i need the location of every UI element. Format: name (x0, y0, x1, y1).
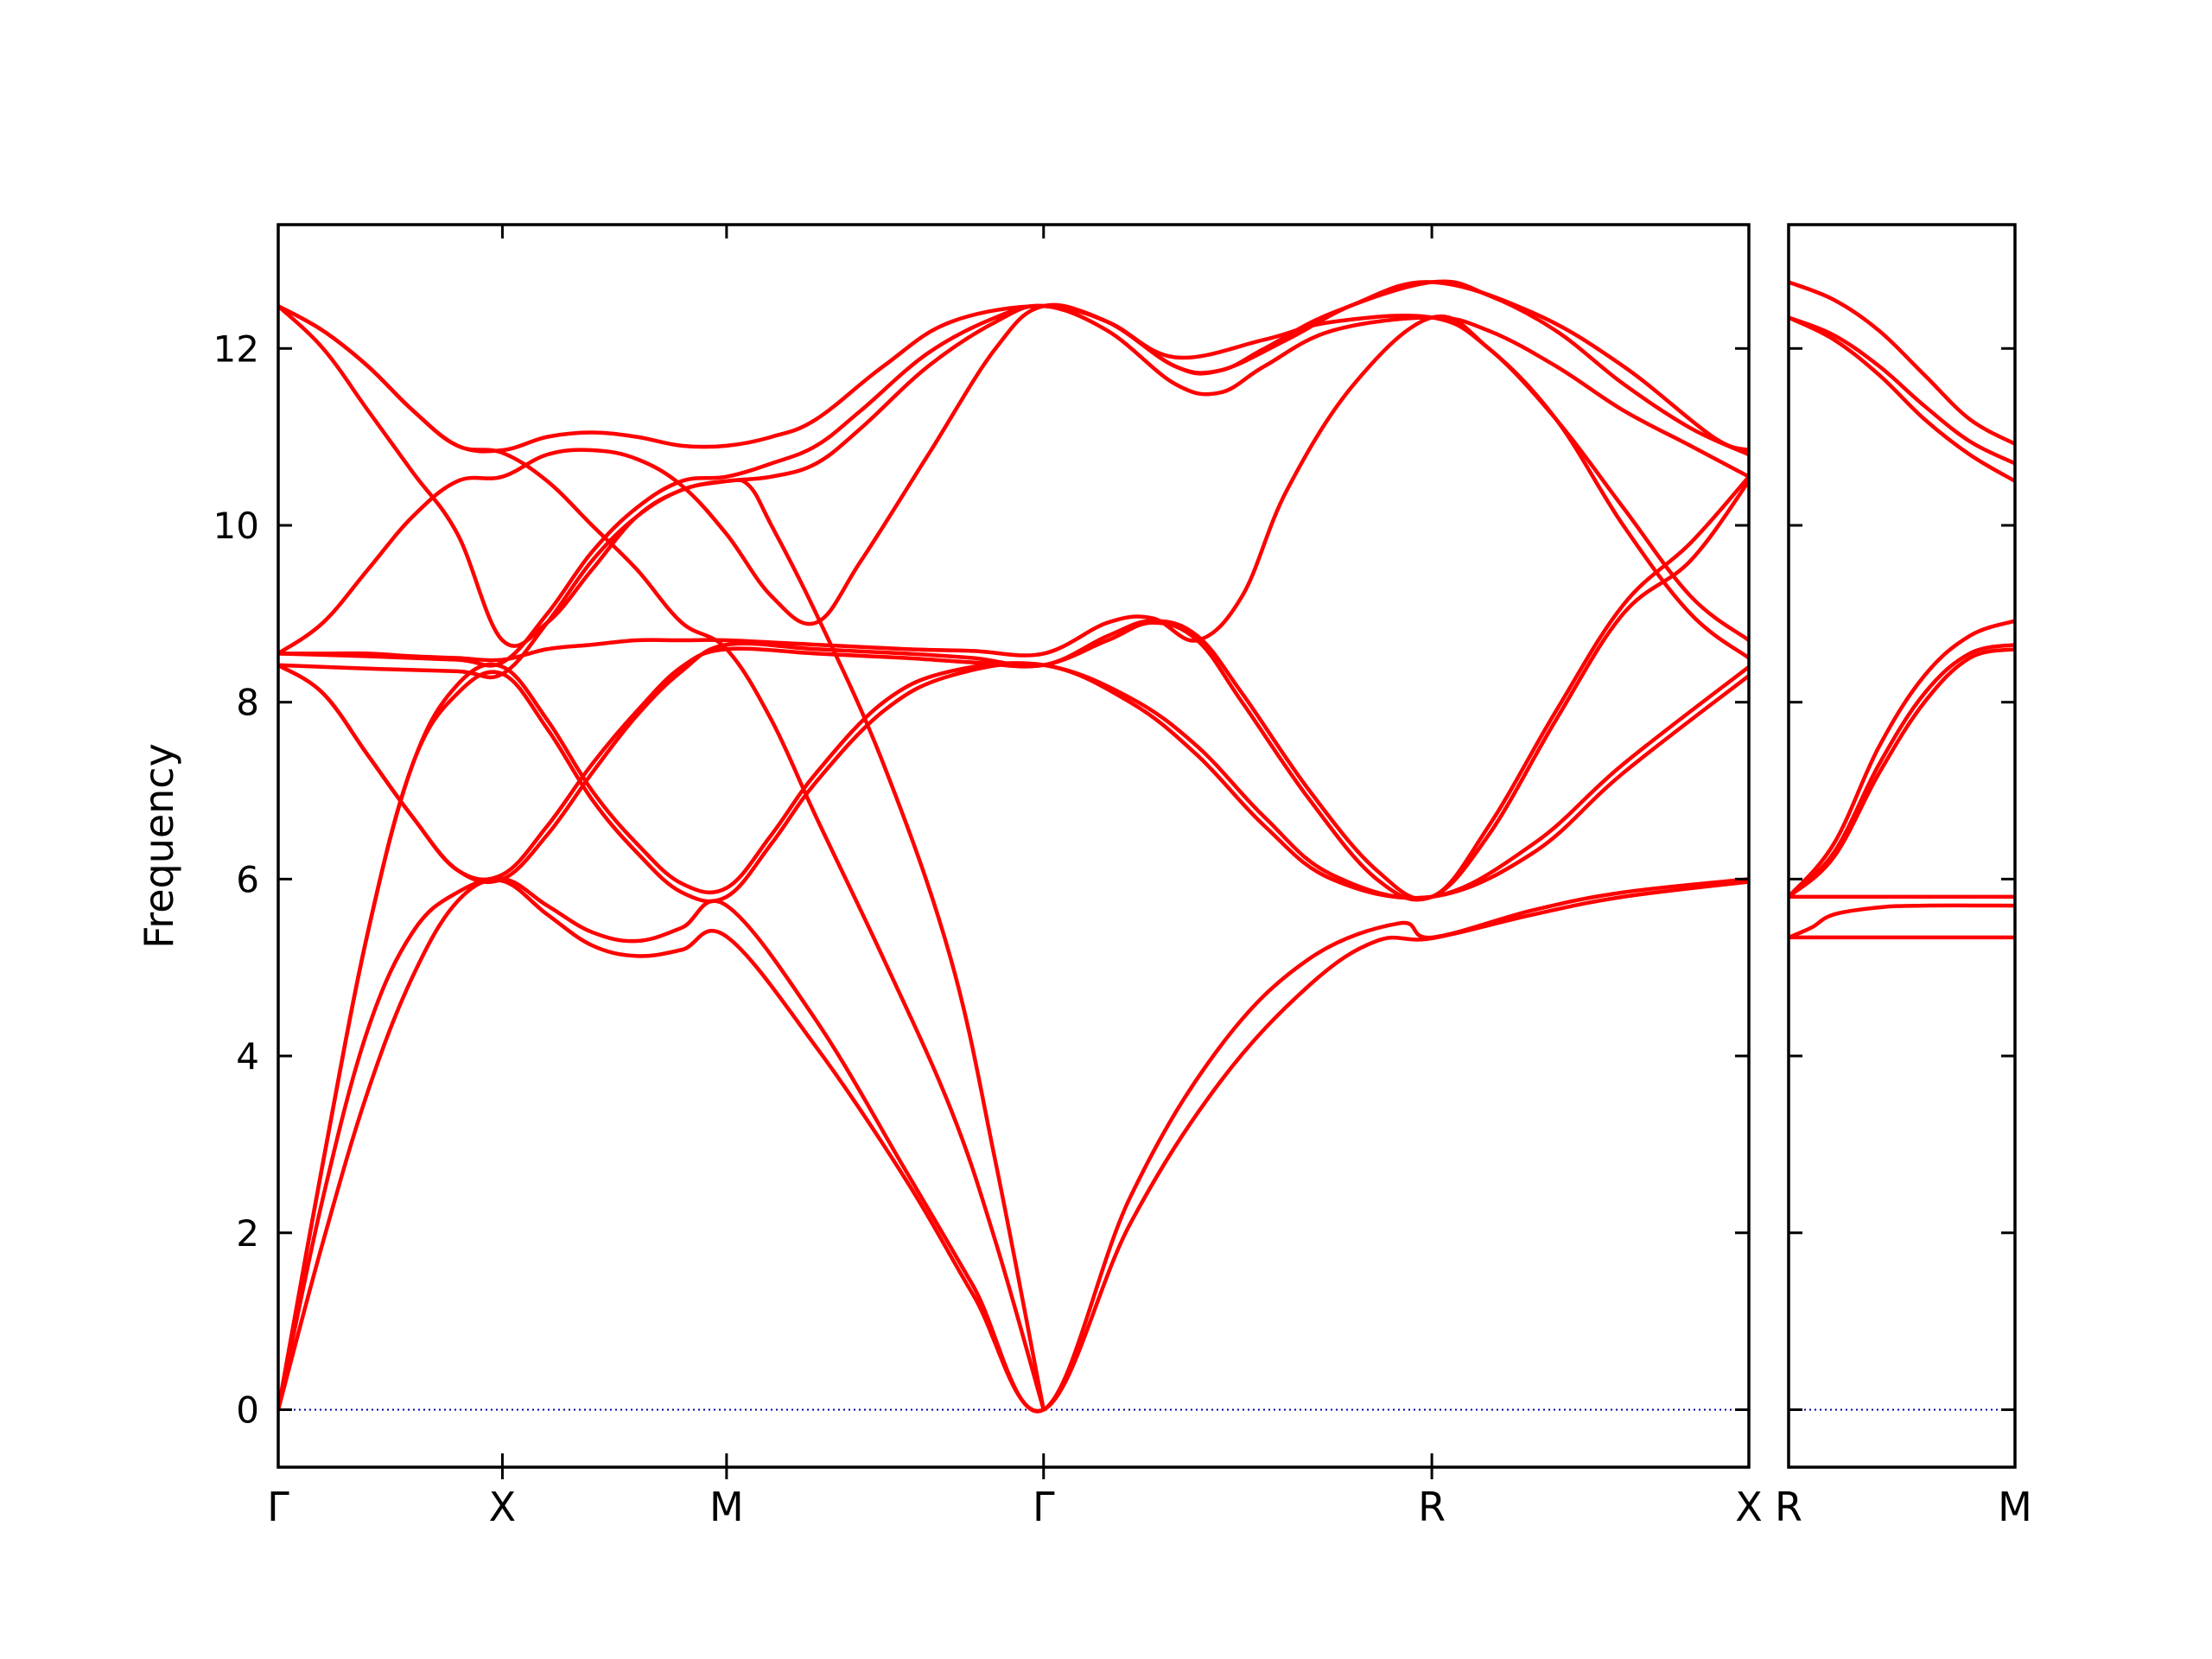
k-point-label-side: R (1775, 1484, 1802, 1530)
y-axis-label-text: Frequency (136, 743, 182, 949)
k-point-label-main: Γ (267, 1484, 289, 1530)
y-tick-label: 6 (236, 858, 259, 900)
band-main-6 (278, 474, 1749, 901)
bands-main (278, 279, 1749, 1414)
band-main-2 (278, 877, 1749, 1414)
k-point-label-main: X (1735, 1484, 1763, 1530)
band-side-2 (1789, 903, 2015, 940)
band-side-4 (1789, 642, 2015, 899)
band-side-7 (1789, 315, 2015, 484)
y-tick-label: 0 (236, 1389, 259, 1431)
k-point-label-main: Γ (1033, 1484, 1055, 1530)
y-tick-label: 10 (213, 505, 259, 547)
k-point-label-main: X (489, 1484, 517, 1530)
band-main-11 (278, 303, 1046, 1412)
axis-frame-main (276, 223, 1751, 1469)
k-point-label-main: M (709, 1484, 744, 1530)
y-tick-label: 2 (236, 1212, 259, 1255)
main-band-panel: 0 2 4 6 8 10 12 Γ X M Γ R X (213, 223, 1763, 1530)
band-side-6 (1789, 619, 2015, 899)
bands-side (1789, 280, 2015, 940)
band-main-1 (278, 877, 1749, 1414)
band-main-10 (278, 314, 1749, 663)
k-point-label-main: R (1418, 1484, 1446, 1530)
band-side-5 (1789, 647, 2015, 899)
band-main-7 (278, 303, 1749, 680)
y-axis-label: Frequency (136, 743, 182, 949)
band-side-8 (1789, 315, 2015, 466)
y-tick-label: 4 (236, 1035, 259, 1077)
axis-frame-side (1787, 223, 2017, 1469)
band-main-5 (278, 479, 1749, 902)
band-main-12 (278, 280, 1749, 454)
band-side-9 (1789, 280, 2015, 447)
band-main-9 (278, 302, 1749, 656)
band-main-13 (278, 303, 1046, 1412)
y-tick-label: 8 (236, 682, 259, 724)
band-main-8 (278, 279, 1749, 668)
k-point-label-side: M (1998, 1484, 2032, 1530)
y-tick-label: 12 (213, 327, 259, 370)
